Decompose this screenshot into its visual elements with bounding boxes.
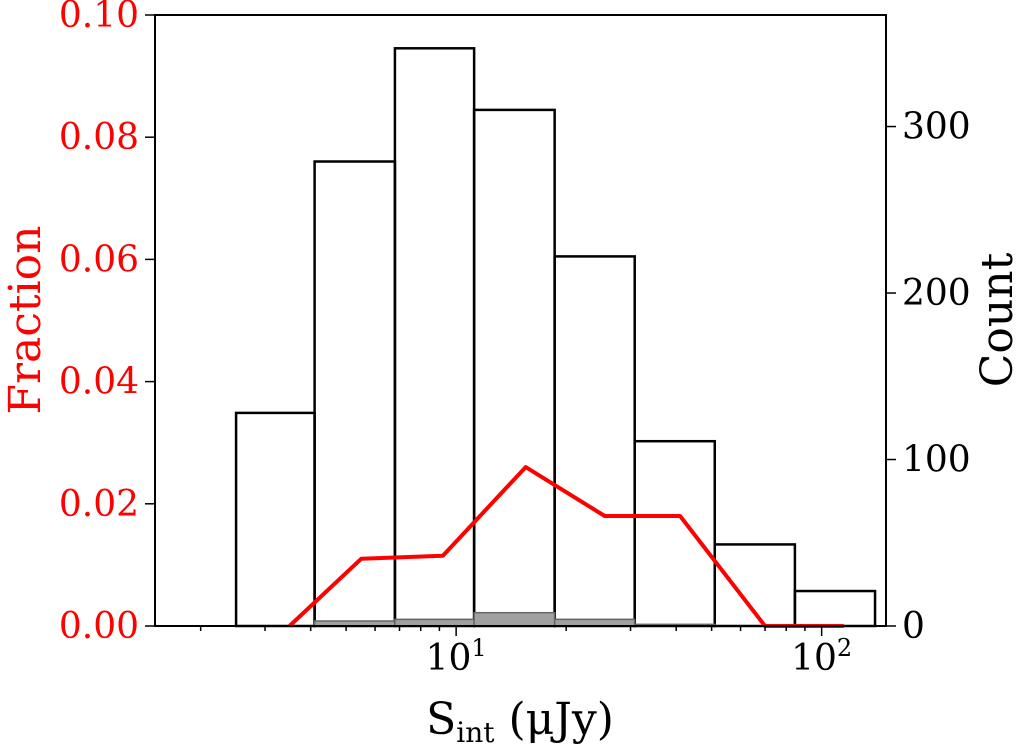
filled-bars bbox=[313, 611, 716, 627]
y-left-ticks: 0.00 0.02 0.04 0.06 0.08 0.10 bbox=[59, 0, 155, 647]
x-tick-exponent: 1 bbox=[471, 634, 486, 662]
x-tick-base: 10 bbox=[426, 638, 472, 679]
x-tick-exponent: 2 bbox=[837, 634, 852, 662]
x-tick-label: 101 bbox=[426, 634, 487, 679]
fraction-line bbox=[288, 465, 844, 628]
y-left-axis-title: Fraction bbox=[0, 225, 51, 414]
count-bar bbox=[472, 108, 556, 628]
outline-bars bbox=[234, 47, 877, 628]
filled-count-bar bbox=[473, 611, 556, 627]
x-axis-title: Sint (μJy) bbox=[426, 694, 614, 748]
y-right-tick-label: 200 bbox=[902, 273, 971, 314]
y-left-tick-label: 0.06 bbox=[59, 239, 139, 280]
y-right-tick-label: 0 bbox=[902, 606, 925, 647]
x-tick-base: 10 bbox=[791, 638, 837, 679]
y-right-tick-label: 100 bbox=[902, 440, 971, 481]
count-bar bbox=[393, 47, 476, 628]
y-right-axis-title: Count bbox=[972, 252, 1020, 387]
x-axis-title-main: S bbox=[426, 694, 456, 745]
x-axis-title-unit: (μJy) bbox=[494, 694, 613, 745]
y-left-tick-label: 0.02 bbox=[59, 484, 139, 525]
x-axis-title-sub: int bbox=[456, 716, 495, 748]
count-bar bbox=[553, 255, 636, 628]
count-bar bbox=[793, 589, 877, 628]
plot-frame bbox=[154, 14, 887, 627]
count-bar bbox=[234, 411, 316, 628]
y-right-ticks: 0 100 200 300 bbox=[886, 107, 971, 647]
count-bar bbox=[633, 439, 717, 628]
fraction-line-group bbox=[288, 465, 844, 628]
y-left-tick-label: 0.04 bbox=[59, 362, 139, 403]
y-left-tick-label: 0.10 bbox=[59, 0, 139, 36]
y-left-tick-label: 0.00 bbox=[59, 606, 139, 647]
x-ticks: 101 102 bbox=[199, 626, 852, 679]
y-right-tick-label: 300 bbox=[902, 107, 971, 148]
y-left-tick-label: 0.08 bbox=[59, 117, 139, 158]
x-tick-label: 102 bbox=[791, 634, 852, 679]
